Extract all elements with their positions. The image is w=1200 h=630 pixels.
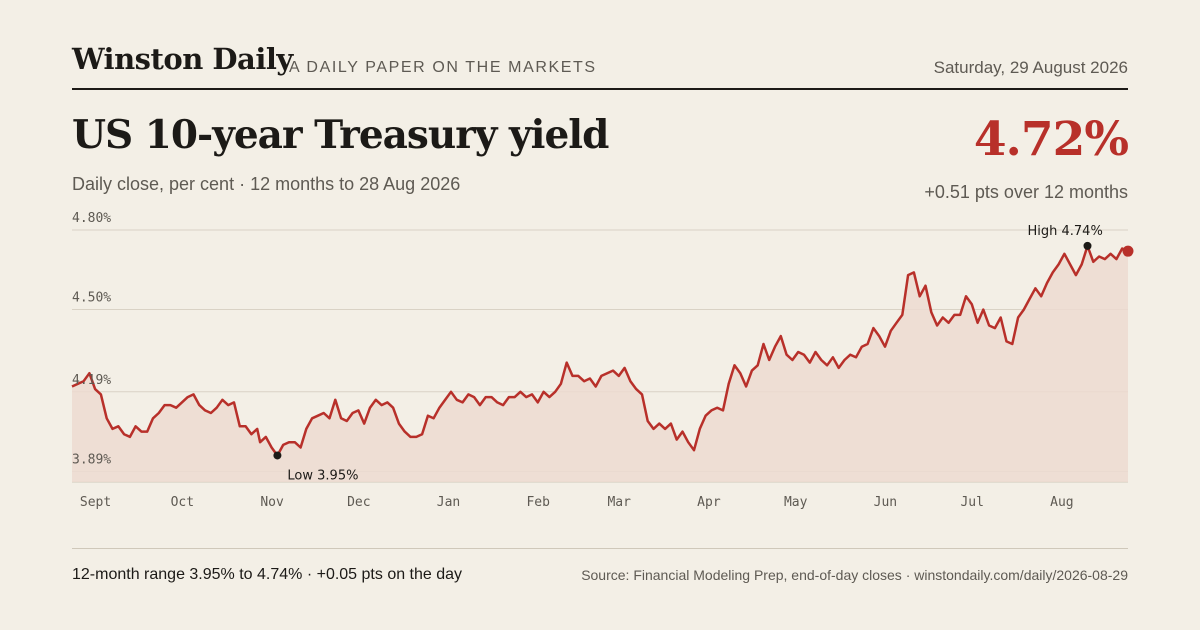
x-tick-label: Aug — [1050, 495, 1073, 510]
x-tick-label: Dec — [347, 495, 370, 510]
publication-date: Saturday, 29 August 2026 — [933, 58, 1128, 77]
y-tick-label: 4.80% — [72, 211, 111, 226]
annotations: High 4.74% Low 3.95% — [273, 224, 1134, 483]
axis-ticks: 4.80% 4.50% 4.19% 3.89% Sept Oct Nov Dec Jan Feb M… — [72, 211, 1074, 510]
yield-change: +0.51 pts over 12 months — [924, 182, 1128, 202]
yield-line — [71, 244, 1129, 457]
yield-area — [72, 245, 1128, 482]
x-tick-label: Sept — [80, 495, 111, 510]
brand-name: Winston Daily — [72, 42, 293, 76]
last-point-marker — [1122, 245, 1134, 257]
x-tick-label: May — [784, 495, 808, 510]
x-tick-label: Apr — [697, 495, 721, 510]
y-tick-label: 3.89% — [72, 452, 111, 467]
y-tick-label: 4.19% — [72, 373, 111, 388]
x-tick-label: Nov — [260, 495, 284, 510]
annotation-marker — [1083, 241, 1092, 250]
x-tick-label: Jun — [874, 495, 897, 510]
masthead-rule — [72, 88, 1128, 90]
footer-rule — [72, 548, 1128, 549]
x-tick-label: Feb — [526, 495, 550, 510]
range-summary: 12-month range 3.95% to 4.74% · +0.05 pt… — [72, 566, 463, 583]
tagline: A DAILY PAPER ON THE MARKETS — [289, 59, 597, 76]
x-tick-label: Jan — [437, 495, 460, 510]
masthead: Winston Daily A DAILY PAPER ON THE MARKE… — [72, 40, 1128, 90]
annotation-label: Low 3.95% — [287, 468, 358, 483]
chart-title: US 10-year Treasury yield — [72, 112, 609, 158]
source-note: Source: Financial Modeling Prep, end-of-… — [581, 567, 1128, 583]
x-tick-label: Jul — [960, 495, 983, 510]
annotation-marker — [273, 451, 282, 460]
x-tick-label: Oct — [171, 495, 194, 510]
y-tick-label: 4.50% — [72, 291, 111, 306]
current-yield-value: 4.72% — [973, 112, 1129, 167]
x-tick-label: Mar — [607, 495, 631, 510]
chart-subtitle: Daily close, per cent · 12 months to 28 … — [72, 174, 461, 194]
annotation-label: High 4.74% — [1027, 224, 1102, 239]
